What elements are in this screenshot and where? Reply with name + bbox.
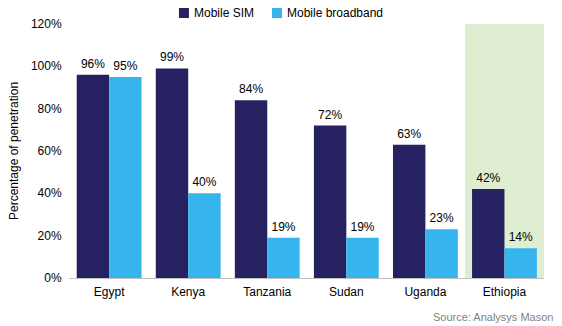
- svg-text:Egypt: Egypt: [94, 285, 125, 299]
- svg-text:100%: 100%: [31, 59, 62, 73]
- svg-text:Ethiopia: Ethiopia: [483, 285, 527, 299]
- svg-text:Percentage of penetration: Percentage of penetration: [7, 82, 21, 220]
- svg-text:20%: 20%: [38, 229, 62, 243]
- svg-text:72%: 72%: [318, 108, 342, 122]
- svg-text:Mobile broadband: Mobile broadband: [287, 6, 383, 20]
- svg-text:80%: 80%: [38, 102, 62, 116]
- svg-text:Tanzania: Tanzania: [243, 285, 291, 299]
- svg-text:40%: 40%: [38, 186, 62, 200]
- svg-text:Sudan: Sudan: [329, 285, 364, 299]
- svg-text:Uganda: Uganda: [404, 285, 446, 299]
- svg-text:63%: 63%: [397, 127, 421, 141]
- svg-text:96%: 96%: [81, 57, 105, 71]
- svg-text:23%: 23%: [430, 211, 454, 225]
- svg-text:Source: Analysys Mason: Source: Analysys Mason: [433, 311, 553, 323]
- svg-text:Kenya: Kenya: [171, 285, 205, 299]
- svg-text:99%: 99%: [160, 50, 184, 64]
- svg-text:14%: 14%: [509, 230, 533, 244]
- svg-text:Mobile SIM: Mobile SIM: [194, 6, 254, 20]
- svg-text:84%: 84%: [239, 82, 263, 96]
- svg-text:40%: 40%: [192, 175, 216, 189]
- svg-text:0%: 0%: [44, 271, 62, 285]
- svg-text:120%: 120%: [31, 17, 62, 31]
- svg-text:60%: 60%: [38, 144, 62, 158]
- svg-text:95%: 95%: [113, 59, 137, 73]
- svg-text:19%: 19%: [271, 220, 295, 234]
- svg-text:42%: 42%: [476, 171, 500, 185]
- svg-text:19%: 19%: [351, 220, 375, 234]
